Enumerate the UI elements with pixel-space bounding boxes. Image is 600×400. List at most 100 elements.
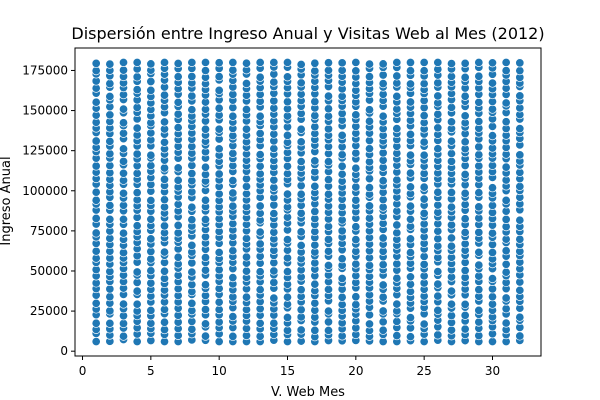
scatter-point	[118, 104, 129, 114]
scatter-point	[282, 57, 293, 67]
scatter-point	[515, 215, 525, 225]
scatter-point	[105, 284, 115, 294]
scatter-point	[214, 189, 224, 199]
scatter-point	[460, 324, 470, 334]
plot-frame	[74, 47, 542, 357]
x-tick-label: 0	[79, 364, 87, 378]
scatter-point	[501, 195, 511, 205]
scatter-point	[173, 252, 183, 262]
scatter-point	[214, 58, 224, 68]
chart-title: Dispersión entre Ingreso Anual y Visitas…	[71, 24, 544, 43]
scatter-point	[364, 59, 375, 69]
scatter-point	[460, 91, 470, 101]
scatter-point	[405, 332, 416, 342]
scatter-point	[337, 58, 347, 68]
scatter-point	[433, 234, 443, 244]
scatter-point	[474, 142, 484, 152]
scatter-point	[200, 66, 211, 76]
scatter-point	[159, 90, 170, 100]
scatter-point	[228, 201, 238, 211]
scatter-point	[269, 266, 279, 276]
scatter-point	[146, 85, 156, 95]
scatter-point	[255, 201, 265, 211]
scatter-point	[241, 252, 252, 262]
scatter-point	[200, 162, 211, 172]
scatter-point	[105, 306, 115, 316]
scatter-point	[241, 58, 252, 68]
scatter-point	[487, 131, 498, 141]
scatter-point	[228, 331, 238, 341]
scatter-point	[446, 59, 457, 69]
scatter-point	[323, 246, 334, 256]
scatter-point	[474, 97, 484, 107]
scatter-point	[118, 118, 129, 128]
scatter-point	[419, 66, 429, 76]
scatter-point	[378, 79, 388, 89]
scatter-point	[296, 137, 306, 147]
scatter-point	[118, 188, 129, 198]
scatter-point	[351, 57, 361, 67]
scatter-point	[159, 317, 170, 327]
scatter-point	[214, 85, 224, 95]
scatter-point	[474, 260, 484, 270]
scatter-point	[200, 195, 211, 205]
scatter-point	[515, 91, 525, 101]
scatter-point	[378, 306, 388, 316]
scatter-point	[146, 234, 156, 244]
scatter-point	[474, 227, 484, 237]
scatter-point	[282, 161, 293, 171]
scatter-point	[310, 325, 320, 335]
scatter-point	[187, 202, 197, 212]
scatter-point	[173, 175, 183, 185]
scatter-point	[200, 280, 211, 290]
scatter-point	[433, 144, 443, 154]
scatter-point	[323, 65, 334, 75]
scatter-point	[337, 226, 347, 236]
y-tick-label: 0	[60, 344, 68, 358]
scatter-point	[296, 325, 306, 335]
scatter-point	[187, 267, 197, 277]
scatter-point	[323, 284, 334, 294]
scatter-point	[515, 124, 525, 134]
scatter-point	[392, 220, 402, 230]
scatter-point	[515, 66, 525, 76]
scatter-point	[187, 215, 197, 225]
y-tick-label: 175000	[22, 63, 68, 77]
scatter-point	[159, 304, 170, 314]
scatter-point	[159, 174, 170, 184]
scatter-point	[105, 200, 115, 210]
scatter-point	[446, 325, 457, 335]
scatter-point	[364, 144, 375, 154]
y-tick-label: 50000	[30, 264, 68, 278]
scatter-point	[214, 124, 224, 134]
scatter-point	[118, 299, 129, 309]
scatter-point	[255, 227, 265, 237]
scatter-point	[337, 65, 347, 75]
scatter-point	[146, 305, 156, 315]
scatter-point	[118, 331, 129, 341]
scatter-point	[446, 299, 457, 309]
scatter-point	[296, 285, 306, 295]
scatter-point	[255, 169, 265, 179]
scatter-point	[91, 228, 101, 238]
scatter-point	[392, 71, 402, 81]
scatter-point	[200, 57, 211, 67]
scatter-point	[255, 267, 265, 277]
scatter-point	[419, 111, 429, 121]
scatter-point	[241, 233, 252, 243]
scatter-point	[419, 182, 429, 192]
scatter-point	[487, 292, 498, 302]
scatter-point	[282, 169, 293, 179]
scatter-point	[255, 285, 265, 295]
y-axis-label: Ingreso Anual	[0, 156, 14, 245]
scatter-point	[487, 337, 498, 347]
scatter-point	[132, 72, 142, 82]
scatter-point	[173, 109, 183, 119]
scatter-point	[364, 72, 375, 82]
scatter-point	[146, 195, 156, 206]
scatter-point	[187, 91, 197, 101]
scatter-point	[310, 240, 320, 250]
scatter-point	[91, 136, 101, 146]
scatter-point	[446, 202, 457, 212]
scatter-point	[515, 181, 525, 191]
